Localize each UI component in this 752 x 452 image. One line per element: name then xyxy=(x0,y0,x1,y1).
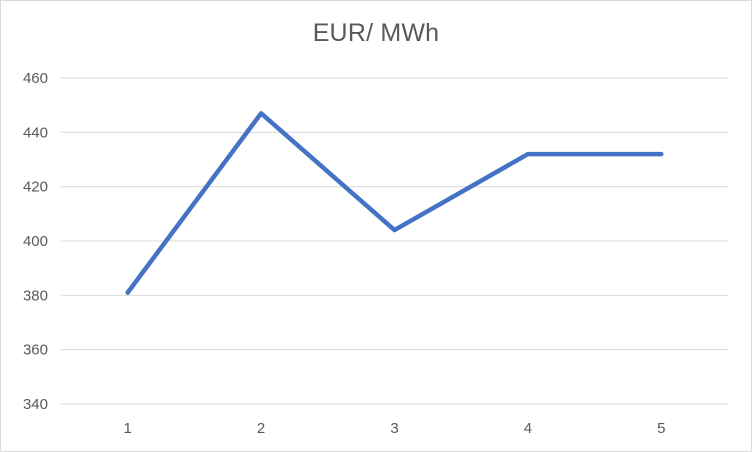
y-tick-label: 420 xyxy=(23,179,48,196)
y-tick-label: 440 xyxy=(23,124,48,141)
y-tick-label: 400 xyxy=(23,233,48,250)
y-tick-label: 460 xyxy=(23,70,48,87)
y-axis-ticks: 340 360 380 400 420 440 460 xyxy=(23,70,48,413)
chart-title: EUR/ MWh xyxy=(312,19,440,47)
series-layer xyxy=(125,111,664,295)
series-line xyxy=(125,111,664,295)
x-axis-ticks: 1 2 3 4 5 xyxy=(124,420,666,437)
x-tick-label: 2 xyxy=(257,420,265,437)
y-tick-label: 340 xyxy=(23,396,48,413)
x-tick-label: 1 xyxy=(124,420,132,437)
x-tick-label: 3 xyxy=(390,420,398,437)
y-tick-label: 360 xyxy=(23,342,48,359)
gridlines xyxy=(61,77,728,405)
y-tick-label: 380 xyxy=(23,287,48,304)
x-tick-label: 4 xyxy=(524,420,532,437)
x-tick-label: 5 xyxy=(657,420,665,437)
